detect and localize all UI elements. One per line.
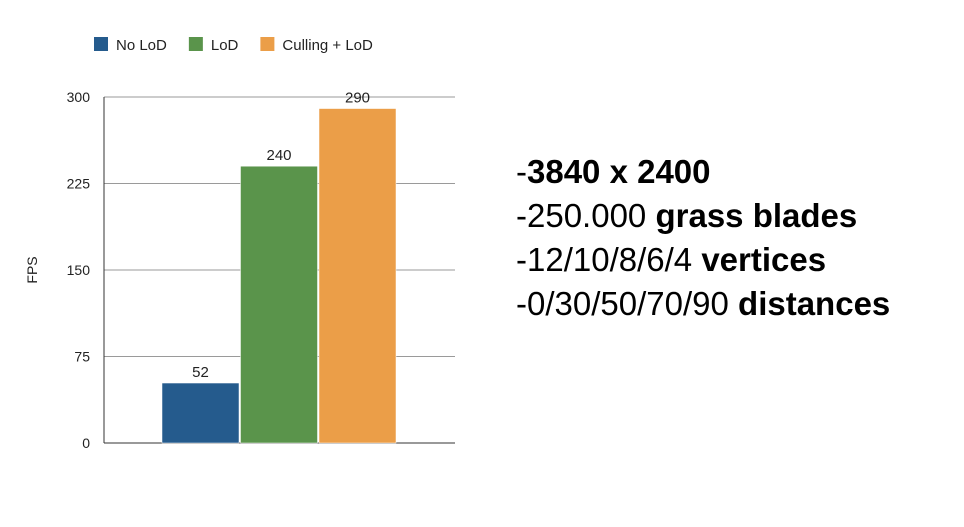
bullet-dash: - xyxy=(516,241,527,278)
data-label: 290 xyxy=(345,90,370,107)
y-axis-label: FPS xyxy=(24,256,40,283)
y-tick-label: 0 xyxy=(82,435,90,451)
bar-culling-lod xyxy=(318,108,397,444)
legend-label: No LoD xyxy=(116,37,167,54)
spec-text: 12/10/8/6/4 xyxy=(527,241,702,278)
spec-item-grass-blades: -250.000 grass blades xyxy=(516,194,890,238)
bar-lod xyxy=(240,165,318,444)
bar-no-lod xyxy=(161,382,240,444)
y-tick-label: 300 xyxy=(67,89,91,105)
spec-bold-text: distances xyxy=(738,285,891,322)
spec-item-resolution: -3840 x 2400 xyxy=(516,150,890,194)
bullet-dash: - xyxy=(516,153,527,190)
y-tick-label: 150 xyxy=(67,262,91,278)
spec-text: 0/30/50/70/90 xyxy=(527,285,739,322)
spec-list: -3840 x 2400 -250.000 grass blades -12/1… xyxy=(516,150,890,326)
spec-bold-text: 3840 x 2400 xyxy=(527,153,711,190)
spec-text: 250.000 xyxy=(527,197,656,234)
spec-item-vertices: -12/10/8/6/4 vertices xyxy=(516,238,890,282)
legend-label: LoD xyxy=(211,37,239,54)
legend-label: Culling + LoD xyxy=(282,37,373,54)
data-label: 52 xyxy=(192,364,209,381)
data-label: 240 xyxy=(266,147,291,164)
spec-bold-text: grass blades xyxy=(655,197,858,234)
legend-swatch xyxy=(188,37,203,51)
spec-bold-text: vertices xyxy=(701,241,827,278)
spec-item-distances: -0/30/50/70/90 distances xyxy=(516,282,890,326)
legend-swatch xyxy=(260,37,275,51)
bullet-dash: - xyxy=(516,197,527,234)
bullet-dash: - xyxy=(516,285,527,322)
fps-bar-chart: 0 75 150 225 300 FPS 52 240 290 No LoD LoD Culling … xyxy=(24,37,455,451)
y-tick-label: 225 xyxy=(67,176,91,192)
y-tick-label: 75 xyxy=(74,349,90,365)
legend-swatch xyxy=(94,37,108,51)
